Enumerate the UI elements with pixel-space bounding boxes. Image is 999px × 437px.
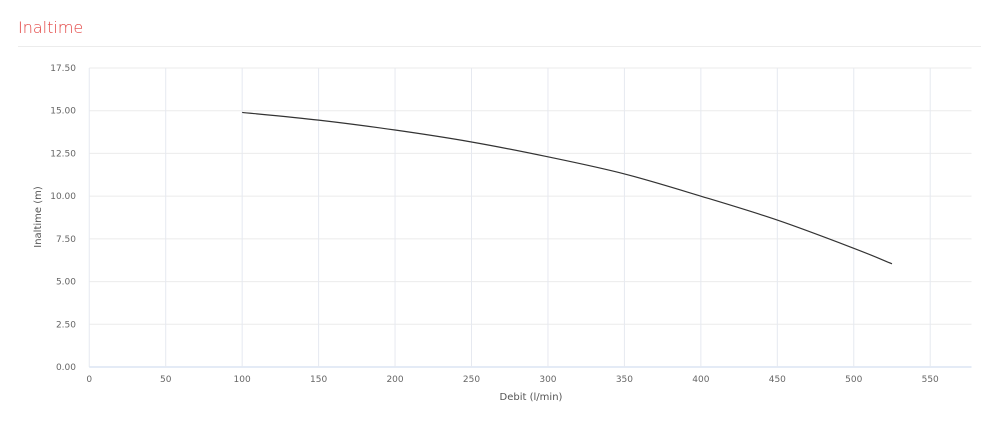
x-tick-label: 50 [160, 375, 172, 385]
y-tick-label: 12.50 [50, 149, 76, 159]
x-tick-label: 100 [234, 375, 251, 385]
series [242, 111, 893, 265]
x-tick-label: 400 [692, 375, 709, 385]
x-tick-label: 250 [463, 375, 480, 385]
x-tick-label: 0 [86, 375, 92, 385]
tick-labels: 0.00 2.50 5.00 7.50 10.00 12.50 15.00 17.50 0 50 1… [50, 64, 939, 385]
series-line [242, 111, 893, 265]
x-tick-label: 200 [386, 375, 403, 385]
x-tick-label: 350 [616, 375, 633, 385]
x-tick-label: 300 [539, 375, 556, 385]
y-tick-label: 5.00 [56, 278, 76, 288]
title-divider [18, 46, 981, 47]
x-axis-label: Debit (l/min) [500, 392, 563, 403]
x-tick-label: 550 [922, 375, 939, 385]
y-tick-label: 7.50 [56, 235, 76, 245]
x-tick-label: 150 [310, 375, 327, 385]
x-tick-label: 500 [845, 375, 862, 385]
y-tick-label: 0.00 [56, 363, 76, 373]
y-tick-label: 17.50 [50, 64, 76, 74]
x-tick-label: 450 [769, 375, 786, 385]
y-tick-label: 10.00 [50, 192, 76, 202]
chart-title: Inaltime [18, 18, 84, 37]
y-tick-label: 2.50 [56, 320, 76, 330]
grid [88, 67, 972, 368]
y-tick-label: 15.00 [50, 107, 76, 117]
y-axis-label: Inaltime (m) [33, 186, 44, 248]
